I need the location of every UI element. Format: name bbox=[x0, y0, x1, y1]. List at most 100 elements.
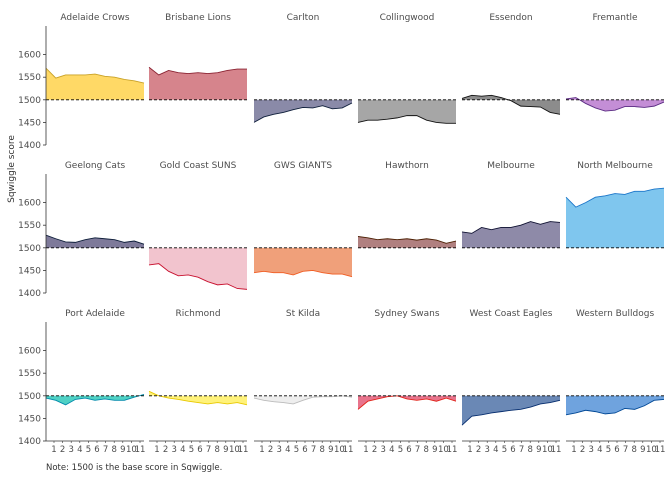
x-tick-label: 4 bbox=[389, 445, 394, 455]
x-tick-label: 3 bbox=[171, 445, 176, 455]
area-fill bbox=[46, 235, 144, 248]
y-tick-label: 1550 bbox=[18, 369, 41, 379]
area-fill bbox=[566, 97, 664, 112]
y-tick-label: 1400 bbox=[18, 437, 41, 447]
y-axis-title: Sqwiggle score bbox=[7, 135, 17, 203]
x-tick-label: 4 bbox=[180, 445, 185, 455]
y-tick-label: 1550 bbox=[18, 221, 41, 231]
series-line bbox=[461, 399, 561, 426]
x-tick-label: 11 bbox=[551, 445, 562, 455]
area-fill bbox=[46, 68, 144, 100]
series-line bbox=[253, 269, 353, 278]
x-tick-label: 2 bbox=[60, 445, 65, 455]
series-line bbox=[45, 394, 145, 406]
x-tick-label: 8 bbox=[631, 445, 636, 455]
panel-title: St Kilda bbox=[286, 309, 320, 319]
area-fill bbox=[254, 247, 352, 277]
panel-gold-coast-suns: Gold Coast SUNS bbox=[148, 161, 248, 290]
x-tick-label: 3 bbox=[484, 445, 489, 455]
x-tick-label: 6 bbox=[406, 445, 411, 455]
panel-title: West Coast Eagles bbox=[469, 309, 552, 319]
panel-title: Carlton bbox=[287, 13, 320, 23]
panel-grid: Adelaide Crows 1400 1450 1500 1550 1600 Brisba… bbox=[18, 13, 665, 455]
x-tick-label: 5 bbox=[398, 445, 403, 455]
panel-geelong-cats: Geelong Cats 1400 1450 1500 1550 1600 bbox=[18, 161, 145, 299]
series-line bbox=[565, 187, 665, 208]
x-tick-label: 6 bbox=[510, 445, 515, 455]
x-tick-label: 6 bbox=[614, 445, 619, 455]
x-tick-label: 10 bbox=[229, 445, 240, 455]
x-tick-label: 8 bbox=[111, 445, 116, 455]
panel-title: Port Adelaide bbox=[65, 309, 125, 319]
y-tick-label: 1450 bbox=[18, 118, 41, 128]
x-tick-label: 11 bbox=[655, 445, 666, 455]
area-fill bbox=[462, 221, 560, 248]
series-line bbox=[148, 66, 247, 76]
series-line bbox=[357, 395, 457, 410]
y-tick-label: 1550 bbox=[18, 73, 41, 83]
x-tick-label: 1 bbox=[363, 445, 368, 455]
x-tick-label: 1 bbox=[467, 445, 472, 455]
y-tick-label: 1450 bbox=[18, 414, 41, 424]
x-tick-label: 7 bbox=[519, 445, 524, 455]
panel-title: Fremantle bbox=[592, 13, 638, 23]
y-tick-label: 1500 bbox=[18, 244, 41, 254]
x-tick-label: 11 bbox=[135, 445, 146, 455]
area-fill bbox=[462, 95, 560, 115]
x-tick-label: 3 bbox=[276, 445, 281, 455]
x-tick-label: 9 bbox=[120, 445, 125, 455]
x-tick-label: 9 bbox=[536, 445, 541, 455]
panel-port-adelaide: Port Adelaide 1400 1450 1500 1550 1600 1 2 3 4 5 6 7… bbox=[18, 309, 145, 455]
x-tick-label: 2 bbox=[372, 445, 377, 455]
panel-brisbane-lions: Brisbane Lions bbox=[148, 13, 247, 101]
x-tick-label: 4 bbox=[77, 445, 82, 455]
y-tick-label: 1450 bbox=[18, 266, 41, 276]
x-tick-label: 11 bbox=[447, 445, 458, 455]
x-tick-label: 2 bbox=[580, 445, 585, 455]
panel-title: Gold Coast SUNS bbox=[160, 161, 237, 171]
panel-adelaide-crows: Adelaide Crows 1400 1450 1500 1550 1600 bbox=[18, 13, 145, 151]
area-fill bbox=[149, 67, 247, 100]
x-tick-label: 10 bbox=[542, 445, 553, 455]
x-tick-label: 10 bbox=[646, 445, 657, 455]
series-line bbox=[45, 234, 145, 245]
x-tick-label: 3 bbox=[588, 445, 593, 455]
panel-hawthorn: Hawthorn bbox=[357, 161, 457, 249]
x-tick-label: 7 bbox=[103, 445, 108, 455]
x-tick-label: 2 bbox=[268, 445, 273, 455]
x-tick-label: 10 bbox=[334, 445, 345, 455]
panel-title: Melbourne bbox=[487, 161, 535, 171]
area-fill bbox=[566, 188, 664, 248]
x-tick-label: 2 bbox=[476, 445, 481, 455]
panel-title: Hawthorn bbox=[385, 161, 429, 171]
x-tick-label: 5 bbox=[189, 445, 194, 455]
x-tick-label: 7 bbox=[415, 445, 420, 455]
series-line bbox=[45, 67, 145, 84]
panel-title: Essendon bbox=[489, 13, 532, 23]
x-tick-label: 6 bbox=[197, 445, 202, 455]
x-tick-label: 4 bbox=[285, 445, 290, 455]
x-tick-label: 7 bbox=[311, 445, 316, 455]
panel-title: Sydney Swans bbox=[374, 309, 439, 319]
x-tick-label: 10 bbox=[126, 445, 137, 455]
series-line bbox=[565, 398, 665, 416]
series-line bbox=[253, 102, 353, 123]
x-tick-label: 8 bbox=[527, 445, 532, 455]
x-tick-label: 6 bbox=[94, 445, 99, 455]
x-tick-label: 5 bbox=[606, 445, 611, 455]
series-line bbox=[148, 390, 248, 406]
x-tick-label: 3 bbox=[380, 445, 385, 455]
panel-title: Brisbane Lions bbox=[165, 13, 231, 23]
y-tick-label: 1500 bbox=[18, 392, 41, 402]
x-tick-label: 2 bbox=[163, 445, 168, 455]
area-fill bbox=[254, 99, 352, 123]
x-tick-label: 8 bbox=[423, 445, 428, 455]
panel-title: Collingwood bbox=[380, 13, 435, 23]
panel-collingwood: Collingwood bbox=[357, 13, 456, 124]
series-line bbox=[461, 94, 561, 115]
